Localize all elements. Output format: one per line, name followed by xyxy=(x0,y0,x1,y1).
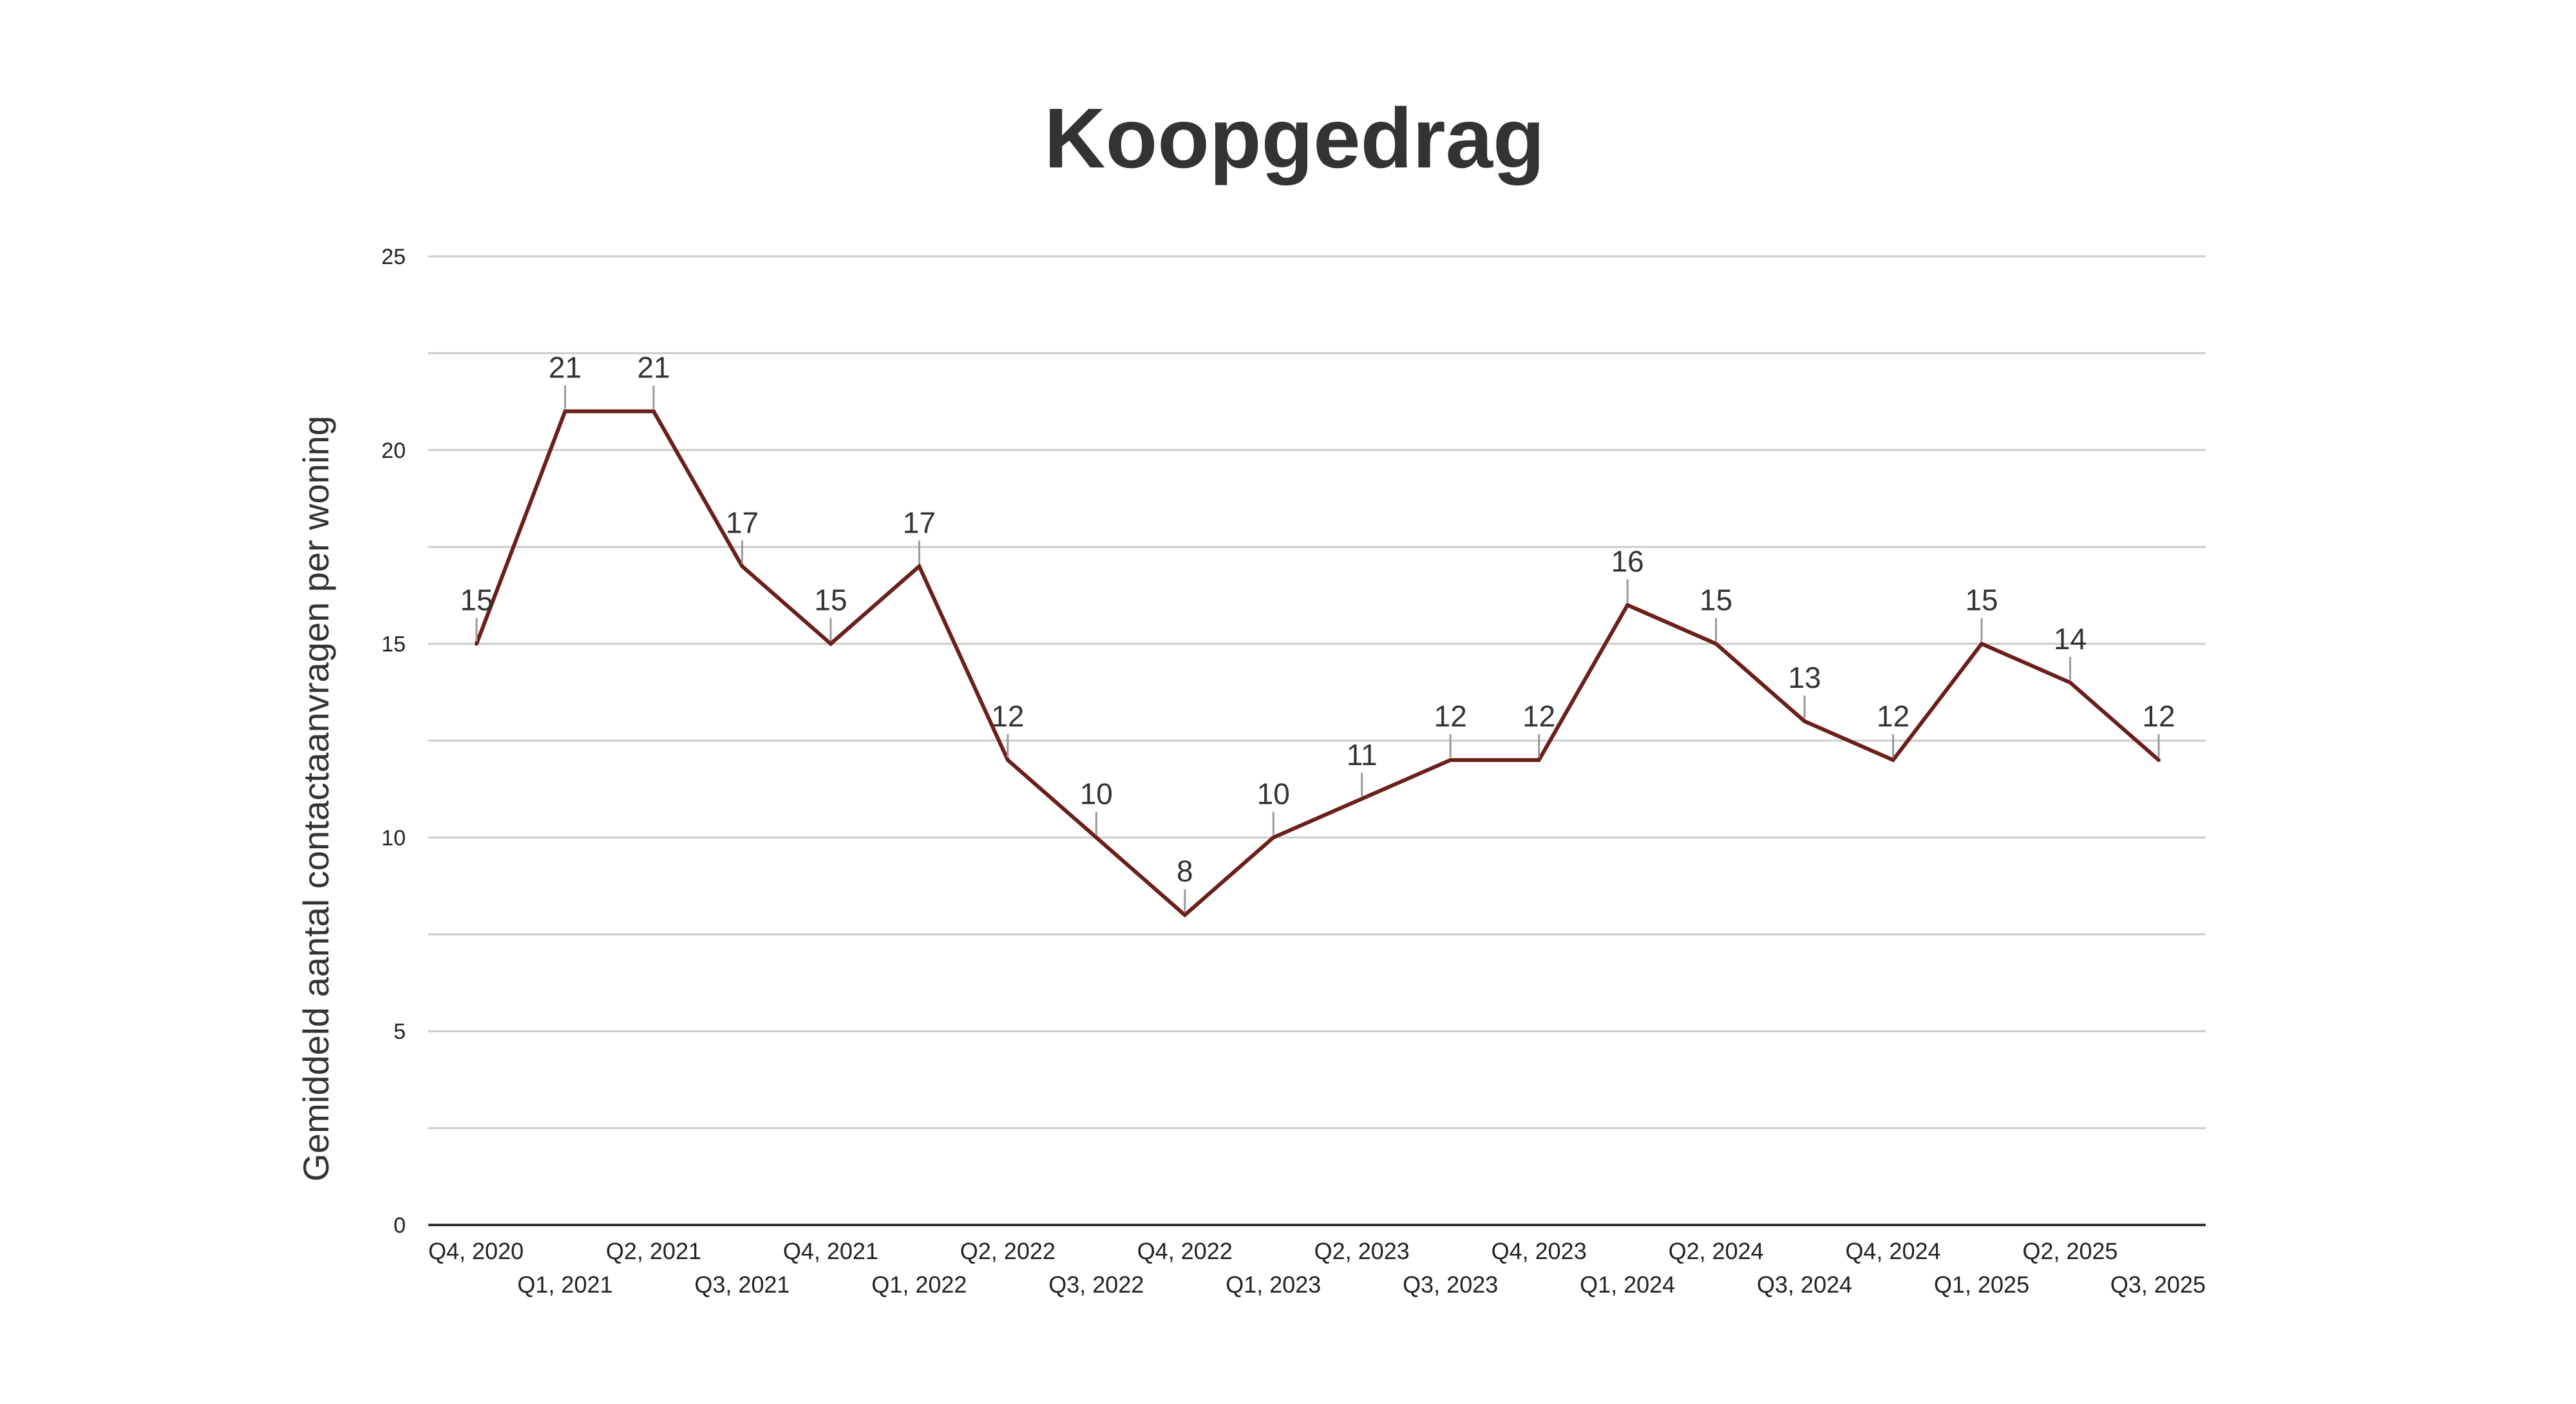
data-point xyxy=(1271,835,1276,840)
data-point xyxy=(1891,758,1895,763)
x-tick-label: Q2, 2024 xyxy=(1669,1238,1764,1264)
data-point xyxy=(475,641,478,646)
x-tick-label: Q4, 2020 xyxy=(428,1238,524,1264)
gridlines xyxy=(428,255,2206,1130)
data-label: 15 xyxy=(1965,583,1998,617)
data-label: 12 xyxy=(1522,699,1555,733)
y-tick-label: 25 xyxy=(381,245,406,269)
data-label: 10 xyxy=(1080,777,1113,810)
data-label: 13 xyxy=(1788,661,1821,694)
data-points xyxy=(475,409,2161,917)
data-label: 15 xyxy=(1700,583,1732,617)
x-tick-label: Q3, 2022 xyxy=(1048,1271,1144,1298)
data-label: 10 xyxy=(1257,777,1290,810)
data-label: 17 xyxy=(726,506,759,539)
x-tick-label: Q2, 2025 xyxy=(2022,1238,2117,1264)
x-tick-label: Q2, 2023 xyxy=(1314,1238,1410,1264)
y-tick-labels: 0 5 10 15 20 25 xyxy=(381,245,406,1238)
x-tick-label: Q4, 2021 xyxy=(783,1238,878,1264)
data-label: 8 xyxy=(1177,855,1193,888)
x-tick-label: Q1, 2025 xyxy=(1934,1271,2029,1298)
x-tick-label: Q2, 2021 xyxy=(606,1238,701,1264)
data-label: 15 xyxy=(814,583,847,617)
y-tick-label: 0 xyxy=(393,1213,406,1238)
data-label: 14 xyxy=(2054,622,2087,656)
data-label: 15 xyxy=(460,583,493,617)
y-tick-label: 15 xyxy=(381,632,406,657)
data-point xyxy=(1359,797,1364,801)
data-label: 16 xyxy=(1611,544,1644,578)
data-point xyxy=(2157,758,2161,763)
x-tick-label: Q3, 2023 xyxy=(1403,1271,1498,1298)
data-point xyxy=(1537,758,1541,763)
data-label: 12 xyxy=(1877,699,1909,733)
data-label: 12 xyxy=(1434,699,1467,733)
chart-title: Koopgedrag xyxy=(1044,91,1544,185)
data-point xyxy=(1182,913,1187,917)
x-tick-label: Q1, 2022 xyxy=(871,1271,967,1298)
data-point xyxy=(917,564,922,569)
x-tick-label: Q1, 2024 xyxy=(1580,1271,1675,1298)
x-tick-label: Q4, 2023 xyxy=(1492,1238,1587,1264)
data-point xyxy=(651,409,656,413)
x-tick-label: Q3, 2025 xyxy=(2110,1271,2206,1298)
x-tick-label: Q1, 2021 xyxy=(517,1271,612,1298)
data-label: 21 xyxy=(549,351,582,384)
data-label: 17 xyxy=(903,506,936,539)
data-point xyxy=(563,409,567,413)
data-point xyxy=(2068,680,2072,685)
data-point xyxy=(828,641,833,646)
y-tick-label: 20 xyxy=(381,439,406,463)
x-tick-label: Q3, 2021 xyxy=(694,1271,790,1298)
x-tick-label: Q2, 2022 xyxy=(960,1238,1056,1264)
data-point xyxy=(1625,603,1630,607)
data-point xyxy=(1094,835,1099,840)
x-tick-labels: Q4, 2020 Q1, 2021 Q2, 2021 Q3, 2021 Q4, 2021… xyxy=(428,1238,2206,1298)
data-point xyxy=(1980,641,1984,646)
data-label: 12 xyxy=(2142,699,2175,733)
y-tick-label: 5 xyxy=(393,1020,406,1044)
x-tick-label: Q1, 2023 xyxy=(1226,1271,1321,1298)
data-label: 11 xyxy=(1347,738,1378,772)
data-point xyxy=(740,564,744,569)
data-point xyxy=(1448,758,1453,763)
x-tick-label: Q4, 2022 xyxy=(1137,1238,1233,1264)
data-point xyxy=(1005,758,1010,763)
x-tick-label: Q4, 2024 xyxy=(1846,1238,1941,1264)
x-tick-label: Q3, 2024 xyxy=(1757,1271,1852,1298)
data-point xyxy=(1714,641,1718,646)
series-line xyxy=(475,409,2160,918)
data-label: 12 xyxy=(991,699,1024,733)
y-axis-label: Gemiddeld aantal contactaanvragen per wo… xyxy=(296,415,336,1181)
data-labels: 15 21 21 17 15 17 12 10 8 10 11 12 12 16 15 13 12 15 14 12 xyxy=(460,351,2175,913)
data-label: 21 xyxy=(637,351,670,384)
data-point xyxy=(1803,719,1807,723)
y-tick-label: 10 xyxy=(381,826,406,850)
